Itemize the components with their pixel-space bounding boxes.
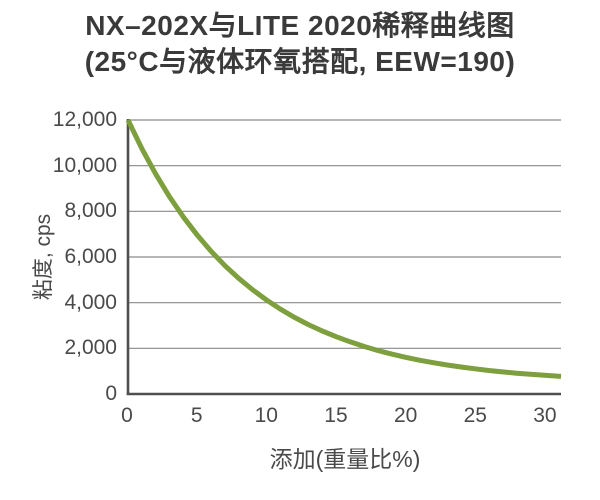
viscosity-curve: [125, 118, 562, 379]
x-axis-tick-labels: 0 5 10 15 20 25 30: [105, 404, 567, 428]
y-tick-2000: 2,000: [64, 336, 117, 360]
chart-title-line2: (25°C与液体环氧搭配, EEW=190): [84, 46, 516, 77]
y-axis-title-text: 粘度, cps: [32, 213, 56, 301]
y-tick-0: 0: [105, 381, 117, 405]
x-tick-10: 10: [254, 404, 278, 427]
y-tick-4000: 4,000: [64, 290, 117, 314]
y-tick-12000: 12,000: [52, 108, 117, 131]
x-tick-15: 15: [324, 404, 348, 427]
y-axis-tick-labels: 12,000 10,000 8,000 6,000 4,000 2,000 0: [0, 108, 117, 405]
x-tick-0: 0: [121, 404, 133, 427]
chart-title: NX–202X与LITE 2020稀释曲线图 (25°C与液体环氧搭配, EEW…: [0, 8, 600, 80]
x-tick-5: 5: [190, 404, 203, 427]
y-tick-6000: 6,000: [64, 244, 117, 268]
x-tick-30: 30: [533, 404, 557, 427]
y-axis-title: 粘度, cps: [10, 120, 74, 394]
x-tick-25: 25: [463, 404, 487, 427]
y-tick-8000: 8,000: [64, 199, 117, 223]
x-axis-title: 添加(重量比%): [128, 440, 562, 474]
x-axis-title-text: 添加(重量比%): [269, 446, 421, 472]
chart-title-line1: NX–202X与LITE 2020稀释曲线图: [85, 10, 515, 41]
x-tick-20: 20: [393, 404, 418, 427]
y-tick-10000: 10,000: [52, 153, 117, 177]
